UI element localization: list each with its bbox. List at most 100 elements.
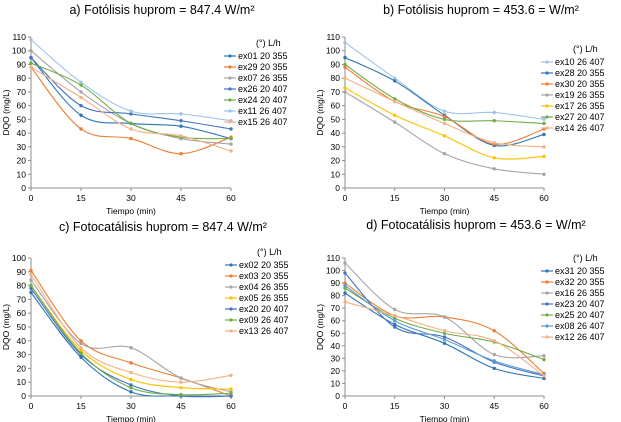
data-point xyxy=(29,55,33,60)
data-point xyxy=(393,79,397,83)
data-point xyxy=(442,151,447,156)
legend-marker xyxy=(228,76,232,80)
data-point xyxy=(129,370,133,375)
data-point xyxy=(492,156,496,160)
legend-marker xyxy=(229,329,233,333)
series-ex17 xyxy=(343,86,546,160)
data-point xyxy=(129,121,133,126)
data-point xyxy=(542,117,546,122)
legend-header: (°) L/h xyxy=(573,44,598,54)
data-point xyxy=(29,272,33,277)
data-point xyxy=(129,112,133,116)
data-point xyxy=(79,348,83,353)
x-axis-label: Tiempo (min) xyxy=(106,414,156,422)
x-tick-label: 45 xyxy=(176,401,186,411)
x-axis-label: Tiempo (min) xyxy=(106,206,156,216)
y-tick-label: 40 xyxy=(331,128,341,138)
y-tick-label: 100 xyxy=(12,46,26,56)
y-axis-label: DQO (mg/L) xyxy=(315,89,325,135)
y-tick-label: 10 xyxy=(17,169,27,179)
data-point xyxy=(29,278,33,282)
legend-marker xyxy=(228,120,232,124)
series-ex15 xyxy=(29,65,233,153)
y-tick-label: 110 xyxy=(326,253,340,263)
legend-marker xyxy=(229,296,233,300)
y-tick-label: 60 xyxy=(17,101,27,111)
data-point xyxy=(179,119,183,123)
legend-marker xyxy=(545,280,549,284)
legend-marker xyxy=(228,87,232,91)
y-tick-label: 90 xyxy=(331,59,341,69)
y-tick-label: 30 xyxy=(331,142,341,152)
y-tick-label: 30 xyxy=(17,350,27,360)
data-point xyxy=(179,151,183,156)
series-line xyxy=(344,57,545,147)
legend-header: (°) L/h xyxy=(256,38,281,48)
data-point xyxy=(393,325,397,329)
data-point xyxy=(29,290,33,295)
data-point xyxy=(542,357,546,362)
data-point xyxy=(442,117,447,122)
legend-entry: ex11 26 407 xyxy=(238,106,287,116)
y-tick-label: 50 xyxy=(331,114,341,124)
x-tick-label: 30 xyxy=(440,193,450,203)
legend-entry: ex31 20 355 xyxy=(555,266,605,276)
series-line xyxy=(344,287,545,361)
data-point xyxy=(79,341,83,346)
chart-title: d) Fotocatálisis hυprom = 453.6 = W/m² xyxy=(366,218,585,232)
y-tick-label: 90 xyxy=(17,59,27,69)
data-point xyxy=(129,386,133,390)
legend-entry: ex25 20 407 xyxy=(555,310,605,320)
data-point xyxy=(393,307,397,312)
data-point xyxy=(129,346,133,350)
y-tick-label: 0 xyxy=(335,183,340,193)
data-point xyxy=(229,136,233,141)
legend-entry: ex30 20 355 xyxy=(555,79,605,89)
legend-entry: ex14 26 407 xyxy=(555,123,605,133)
series-line xyxy=(344,282,545,374)
x-tick-label: 60 xyxy=(539,193,549,203)
chart-panel-3: c) Fotocatálisis hυprom = 847.4 W/m² 0 10 2… xyxy=(1,220,289,422)
chart-panel-4: d) Fotocatálisis hυprom = 453.6 = W/m² 0 1… xyxy=(315,218,605,422)
data-point xyxy=(343,261,347,265)
y-tick-label: 60 xyxy=(331,316,341,326)
legend-marker xyxy=(545,126,549,130)
x-tick-label: 45 xyxy=(490,193,500,203)
y-tick-label: 100 xyxy=(12,253,26,263)
data-point xyxy=(393,113,397,117)
y-tick-label: 110 xyxy=(326,32,340,42)
data-point xyxy=(542,172,546,176)
y-axis-label: DQO (mg/L) xyxy=(315,304,325,350)
data-point xyxy=(492,110,496,115)
data-point xyxy=(79,346,83,350)
data-point xyxy=(129,136,133,141)
legend-marker xyxy=(545,313,549,317)
data-point xyxy=(343,300,347,304)
y-tick-label: 100 xyxy=(326,46,340,56)
legend-marker xyxy=(229,274,233,278)
legend-marker xyxy=(545,82,549,86)
x-tick-label: 30 xyxy=(440,401,450,411)
legend-marker xyxy=(545,302,549,306)
data-point xyxy=(542,121,546,126)
series-ex05 xyxy=(29,283,233,391)
y-tick-label: 30 xyxy=(331,353,341,363)
y-tick-label: 70 xyxy=(17,294,27,304)
legend-marker xyxy=(229,318,233,322)
data-point xyxy=(393,97,397,101)
legend-entry: ex26 20 407 xyxy=(238,84,288,94)
series-ex23 xyxy=(343,271,546,378)
x-tick-label: 0 xyxy=(343,401,348,411)
series-line xyxy=(30,57,232,130)
data-point xyxy=(79,339,83,343)
x-tick-label: 0 xyxy=(343,193,348,203)
series-ex26 xyxy=(29,55,233,131)
y-tick-label: 10 xyxy=(17,377,27,387)
data-point xyxy=(492,119,496,123)
data-point xyxy=(29,283,33,288)
legend-entry: ex27 20 407 xyxy=(555,112,605,122)
series-line xyxy=(30,279,232,393)
series-ex04 xyxy=(29,278,233,394)
